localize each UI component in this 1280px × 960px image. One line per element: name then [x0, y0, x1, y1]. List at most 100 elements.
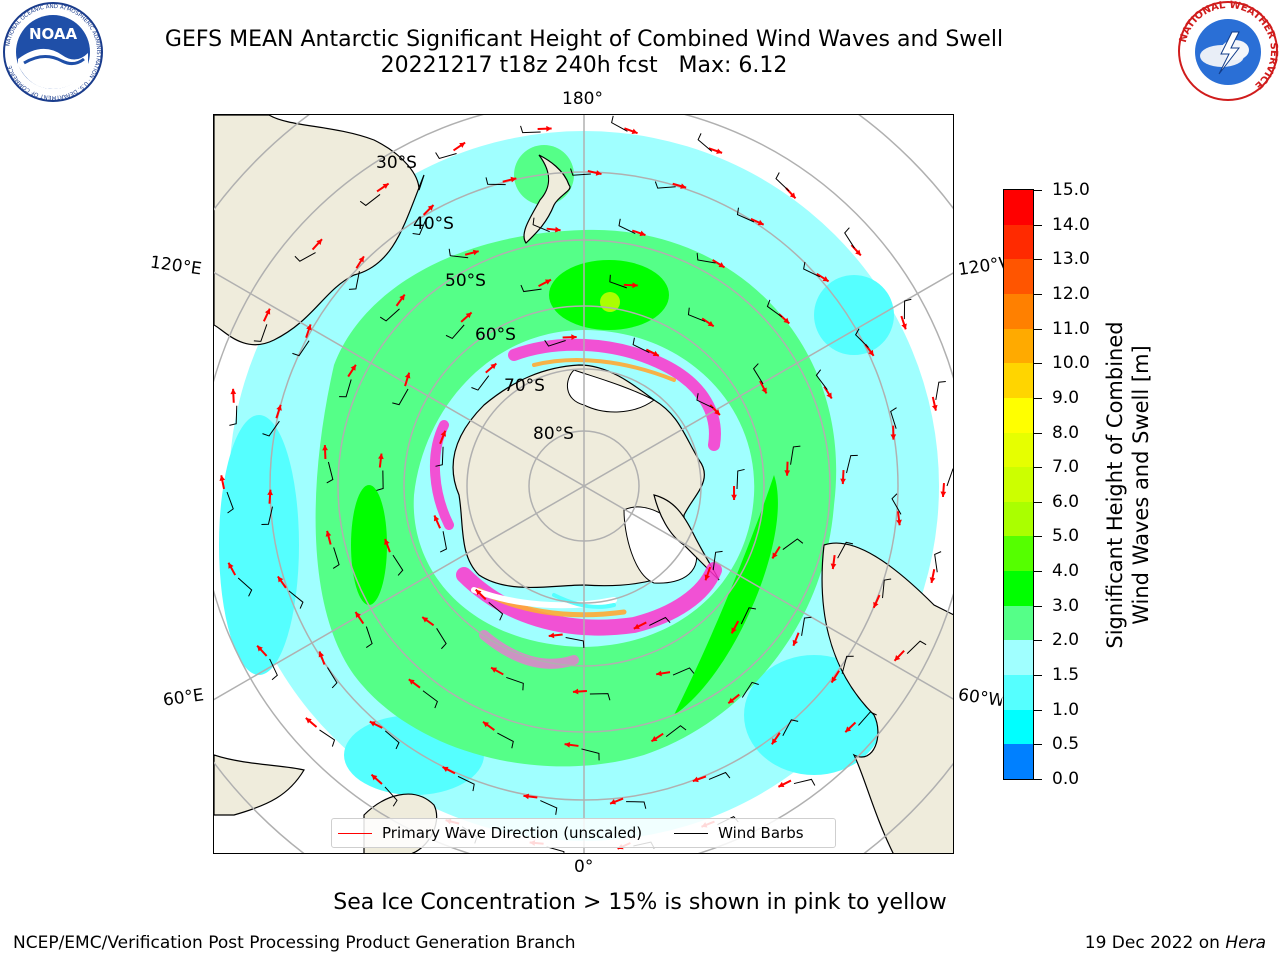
wave-arrowhead	[306, 324, 312, 331]
colorbar-tick-label: 14.0	[1052, 214, 1090, 235]
wind-barb	[793, 778, 816, 786]
wind-barb	[229, 405, 238, 426]
ross-ice-shelf	[566, 369, 655, 413]
wind-barb	[237, 577, 253, 597]
wind-barb	[708, 771, 731, 780]
wave-arrowhead	[546, 125, 552, 132]
colorbar-segment	[1004, 744, 1033, 780]
wave-arrowhead	[264, 308, 271, 315]
wind-barb	[540, 800, 558, 815]
wave-arrowhead	[422, 617, 429, 623]
wave-arrowhead	[433, 515, 440, 522]
wind-barb	[665, 725, 687, 738]
wind-barb	[422, 690, 438, 709]
wave-arrowhead	[230, 388, 237, 395]
colorbar-segment	[1004, 363, 1033, 399]
wave-arrowhead	[631, 128, 638, 135]
colorbar-tick	[1034, 293, 1042, 295]
wave-arrowhead	[316, 239, 323, 246]
wave-arrowhead	[523, 793, 529, 800]
wave-arrowhead	[731, 494, 737, 500]
wind-barb	[766, 299, 783, 318]
colorbar-tick	[1034, 328, 1042, 330]
wind-barb	[445, 324, 465, 340]
wave-arrowhead	[632, 282, 638, 289]
wave-arrowhead	[442, 766, 449, 772]
wave-arrowhead	[633, 623, 640, 629]
wind-barb	[846, 454, 858, 474]
polar-map: 30°S 40°S 50°S 60°S 70°S 80°S	[213, 114, 954, 854]
colorbar-segment	[1004, 397, 1033, 434]
wind-barb	[294, 252, 316, 262]
wind-barb	[384, 786, 398, 807]
wave-arrowhead	[555, 226, 561, 233]
wave-arrowhead	[228, 562, 234, 569]
lon-label-top: 180°	[562, 89, 603, 109]
wave-arrowhead	[761, 387, 767, 394]
wave-arrowhead	[355, 611, 361, 618]
legend-wind-label: Wind Barbs	[718, 824, 804, 842]
black-line-icon	[674, 832, 709, 834]
wind-barb	[384, 730, 400, 750]
wave-arrowhead	[399, 294, 405, 301]
wave-arrowhead	[894, 655, 901, 661]
wind-barb	[546, 846, 565, 853]
colorbar-tick	[1034, 536, 1042, 538]
wind-barb	[837, 541, 854, 559]
wave-arrowhead	[371, 774, 378, 781]
colorbar-tick-label: 12.0	[1052, 283, 1090, 304]
wave-arrowhead	[822, 276, 829, 282]
wind-barb	[412, 217, 428, 235]
wind-barb	[903, 298, 912, 320]
wave-arrowhead	[472, 249, 479, 256]
colorbar-tick-label: 3.0	[1052, 595, 1080, 616]
colorbar-segment	[1004, 259, 1033, 295]
wave-arrowhead	[789, 192, 796, 199]
wind-barb	[855, 328, 869, 348]
wind-barb	[319, 729, 336, 747]
chart-title: GEFS MEAN Antarctic Significant Height o…	[164, 27, 1004, 52]
wind-barb	[326, 461, 334, 484]
wave-arrowhead	[757, 219, 764, 226]
wave-arrowhead	[680, 183, 687, 189]
legend-item-wave: Primary Wave Direction (unscaled)	[332, 824, 642, 842]
wave-arrowhead	[868, 349, 874, 356]
wave-arrowhead	[358, 256, 364, 263]
wave-arrowhead	[890, 434, 897, 440]
colorbar-tick	[1034, 640, 1042, 642]
wind-barb	[882, 578, 892, 599]
wave-arrowhead	[610, 799, 616, 805]
wave-arrowhead	[728, 697, 735, 704]
wave-arrowhead	[714, 409, 720, 415]
wind-barb	[672, 667, 695, 676]
wave-arrowhead	[783, 317, 790, 324]
continents	[214, 115, 953, 853]
wave-arrowhead	[369, 721, 376, 727]
noaa-logo: NOAA NATIONAL OCEANIC AND ATMOSPHERIC AD…	[2, 1, 104, 103]
colorbar-segment	[1004, 432, 1033, 468]
wave-arrowhead	[548, 632, 555, 639]
wind-barb	[359, 194, 381, 207]
wave-arrowhead	[704, 574, 710, 581]
colorbar-segment	[1004, 536, 1033, 572]
colorbar-tick-label: 2.0	[1052, 630, 1080, 651]
colorbar-tick	[1034, 467, 1042, 469]
colorbar-tick	[1034, 259, 1042, 261]
wave-arrowhead	[564, 741, 571, 748]
wave-arrowhead	[652, 350, 659, 357]
wave-arrowhead	[350, 364, 356, 371]
wind-barb	[649, 616, 671, 626]
wind-barb	[632, 337, 650, 354]
wave-arrowhead	[784, 470, 791, 476]
colorbar-tick	[1034, 224, 1042, 226]
wind-barb	[269, 658, 278, 681]
wave-arrowhead	[718, 262, 725, 268]
wave-arrowhead	[901, 323, 907, 330]
wind-barb	[488, 601, 504, 621]
lon-label-lower-left: 60°E	[161, 685, 206, 711]
wave-arrowhead	[571, 334, 577, 341]
wind-barb	[506, 676, 524, 691]
wind-barb	[946, 468, 953, 487]
colorbar-segment	[1004, 640, 1033, 676]
wave-arrowhead	[771, 738, 778, 745]
